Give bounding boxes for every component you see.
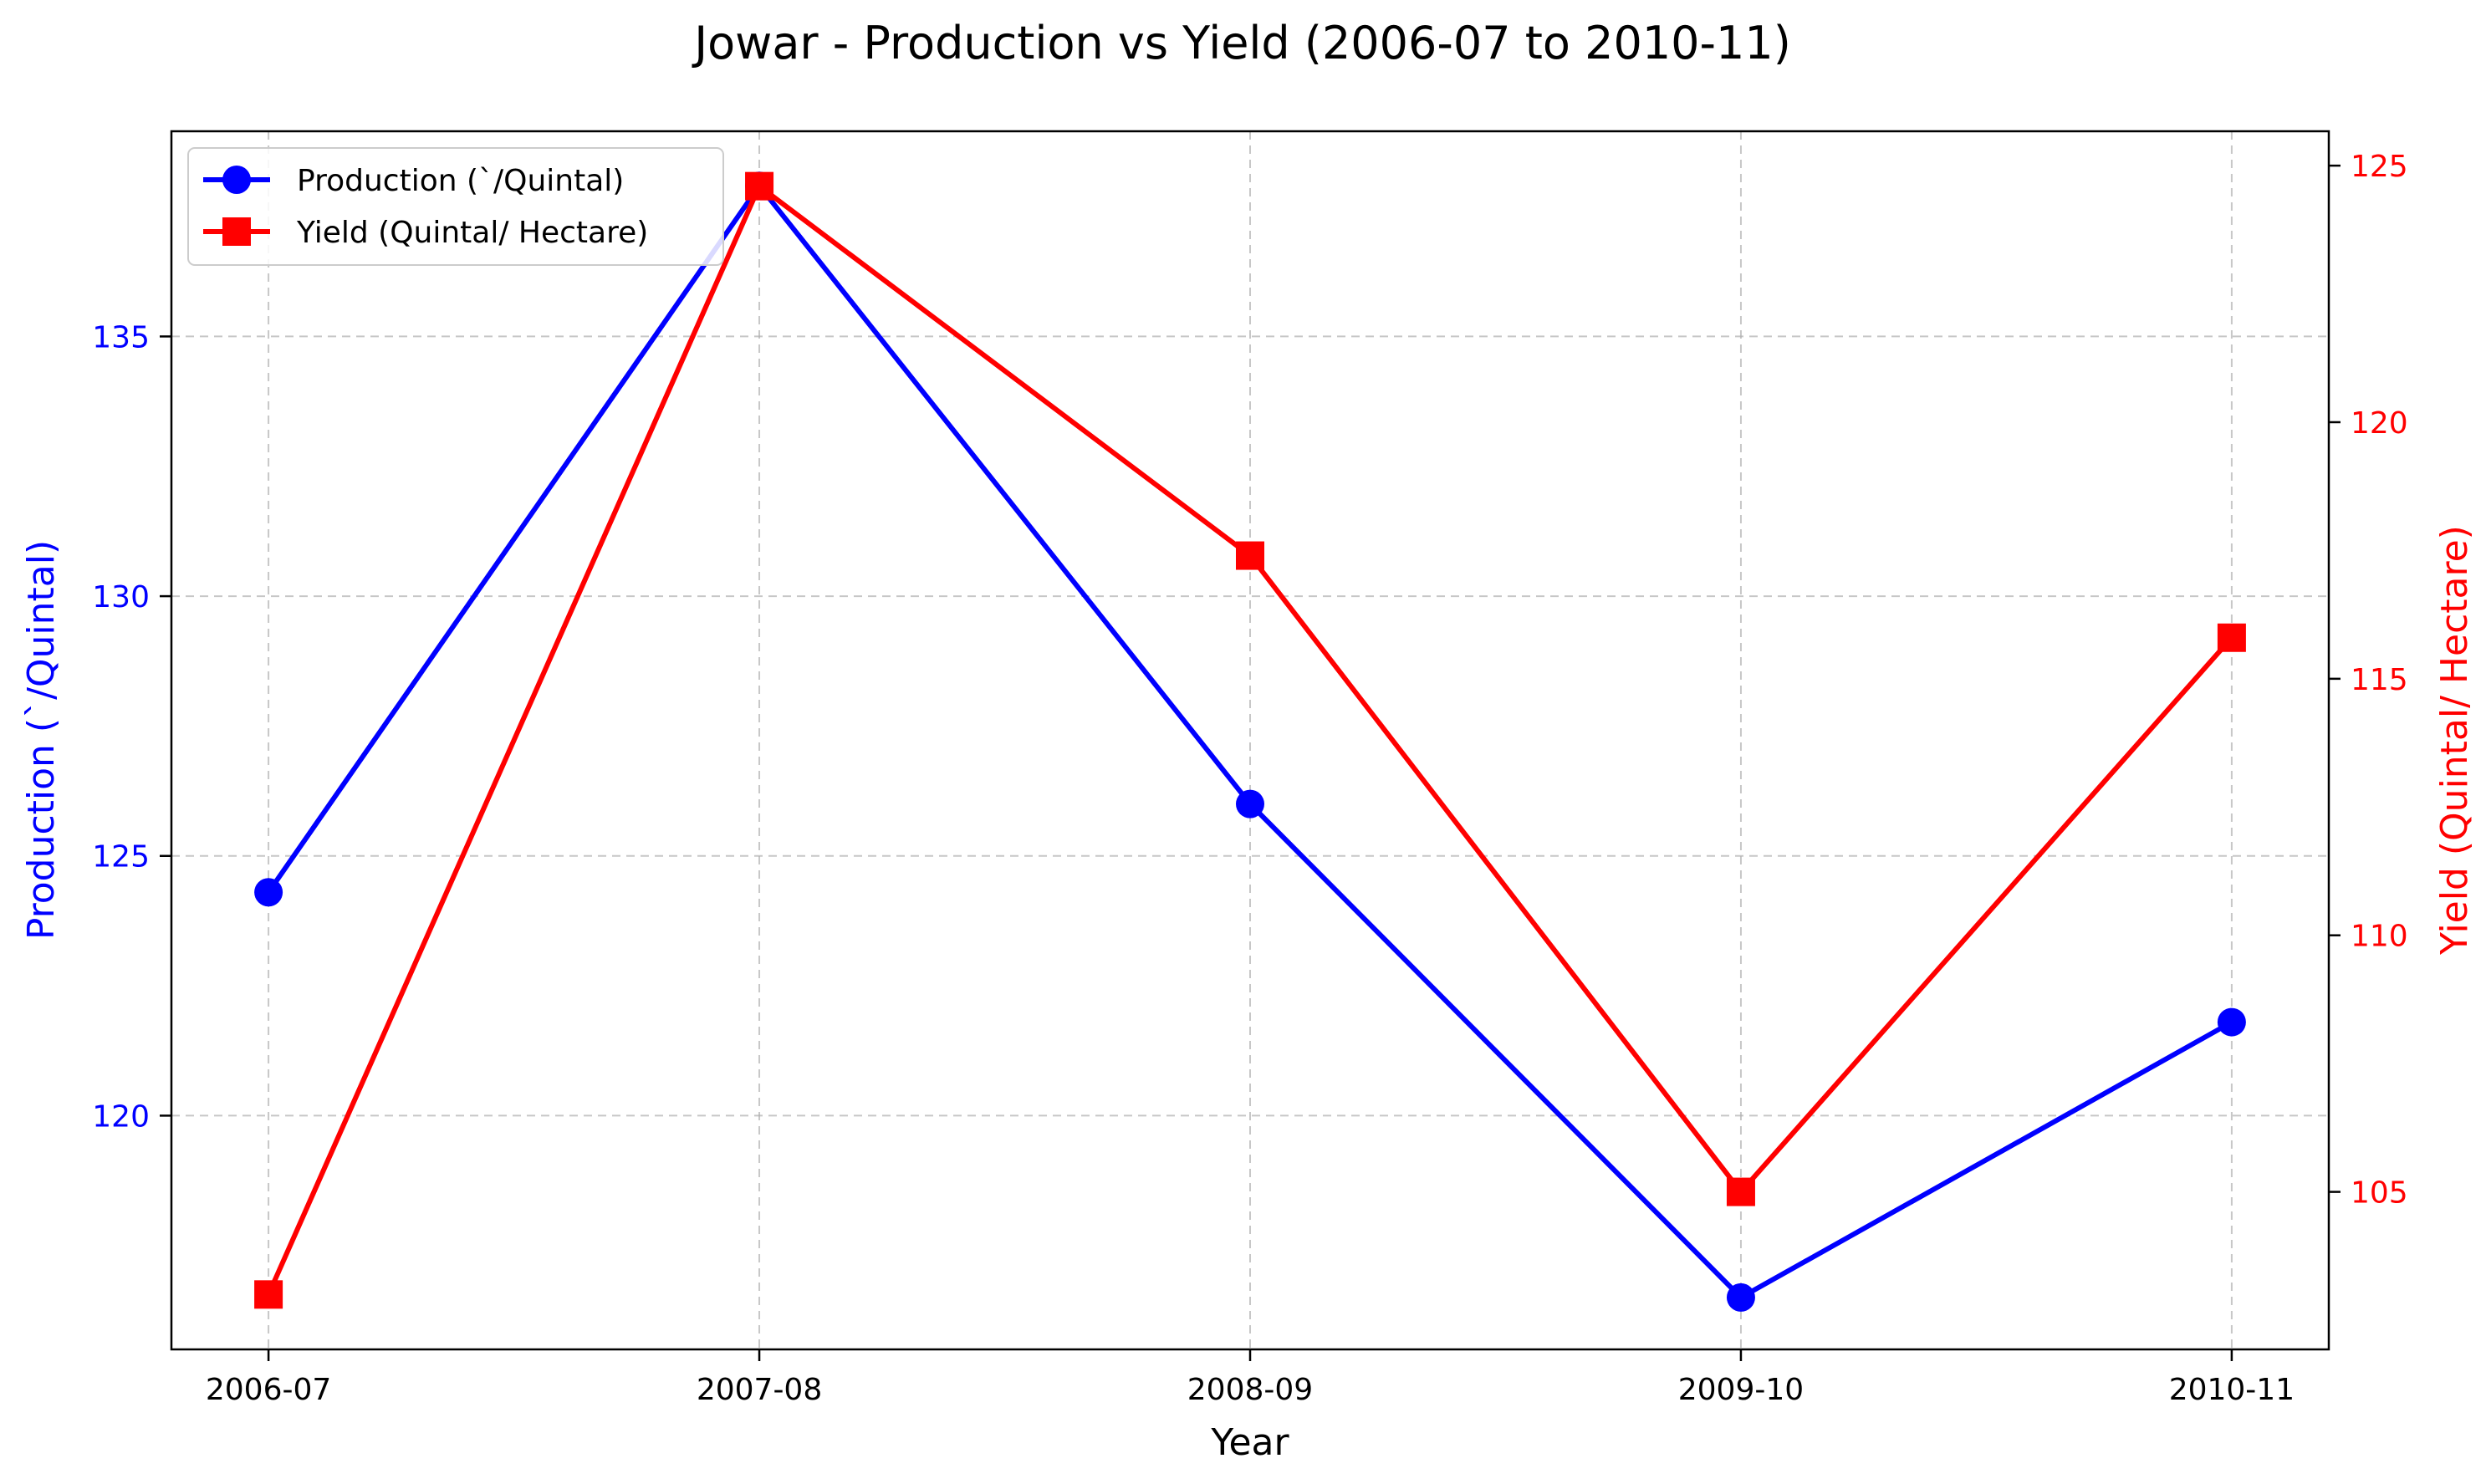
series-layer: [254, 171, 2246, 1312]
y-right-tick-label: 110: [2351, 920, 2408, 954]
production-data-point: [254, 878, 283, 907]
y-left-tick-label: 120: [92, 1099, 150, 1134]
y-right-tick-label: 105: [2351, 1176, 2408, 1211]
yield-data-point: [2217, 623, 2246, 652]
y-right-axis-label: Yield (Quintal/ Hectare): [2433, 525, 2476, 956]
production-data-point: [1726, 1283, 1755, 1312]
axis-ticks: 2006-07 2007-08 2008-09 2009-10 2010-11 120 12…: [92, 150, 2407, 1407]
y-left-tick-label: 125: [92, 840, 150, 875]
x-tick-label: 2009-10: [1678, 1373, 1804, 1407]
y-left-axis-label: Production (`/Quintal): [20, 540, 63, 940]
x-tick-label: 2010-11: [2169, 1373, 2295, 1407]
y-left-tick-label: 130: [92, 580, 150, 615]
legend-marker-yield: [222, 217, 251, 246]
production-data-point: [2217, 1007, 2246, 1037]
legend-box: [187, 147, 724, 266]
yield-data-point: [745, 171, 774, 201]
production-data-point: [1236, 789, 1264, 818]
x-tick-label: 2008-09: [1187, 1373, 1313, 1407]
y-right-tick-label: 115: [2351, 663, 2408, 697]
x-tick-label: 2006-07: [206, 1373, 331, 1407]
grid-lines: [171, 131, 2329, 1349]
plot-frame: [170, 130, 2330, 1351]
chart-title: Jowar - Production vs Yield (2006-07 to …: [692, 17, 1791, 69]
legend-label-production: Production (`/Quintal): [297, 164, 624, 198]
legend-label-yield: Yield (Quintal/ Hectare): [296, 216, 648, 250]
x-tick-label: 2007-08: [697, 1373, 822, 1407]
y-right-tick-label: 120: [2351, 406, 2408, 441]
legend: Production (`/Quintal) Yield (Quintal/ He…: [187, 147, 724, 266]
y-right-tick-label: 125: [2351, 150, 2408, 184]
yield-data-point: [254, 1280, 283, 1309]
legend-marker-production: [222, 166, 251, 194]
y-left-tick-label: 135: [92, 320, 150, 354]
yield-data-point: [1236, 541, 1264, 570]
yield-data-point: [1726, 1177, 1755, 1206]
x-axis-label: Year: [1210, 1421, 1289, 1464]
